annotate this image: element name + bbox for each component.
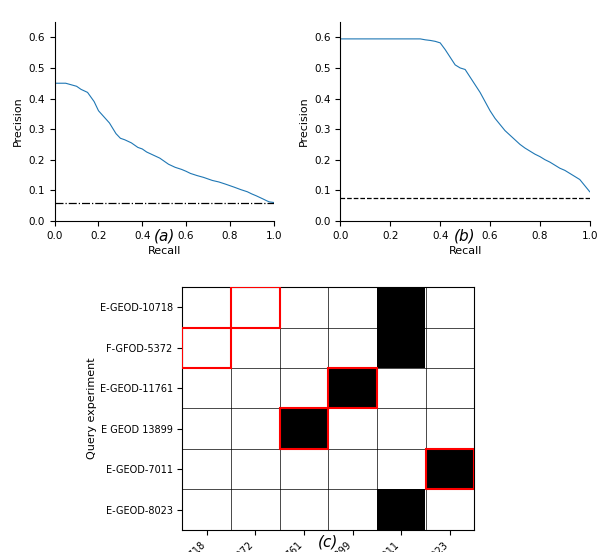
X-axis label: Recall: Recall xyxy=(449,246,482,256)
X-axis label: Recall: Recall xyxy=(148,246,181,256)
Y-axis label: Precision: Precision xyxy=(299,97,309,146)
Bar xyxy=(426,449,474,490)
Bar xyxy=(280,408,328,449)
Text: (b): (b) xyxy=(454,228,476,243)
Bar xyxy=(182,327,231,368)
Bar xyxy=(231,287,280,327)
Text: (c): (c) xyxy=(318,534,339,549)
Bar xyxy=(328,368,377,408)
Y-axis label: Query experiment: Query experiment xyxy=(87,358,97,459)
Y-axis label: Precision: Precision xyxy=(13,97,23,146)
Text: (a): (a) xyxy=(153,228,175,243)
